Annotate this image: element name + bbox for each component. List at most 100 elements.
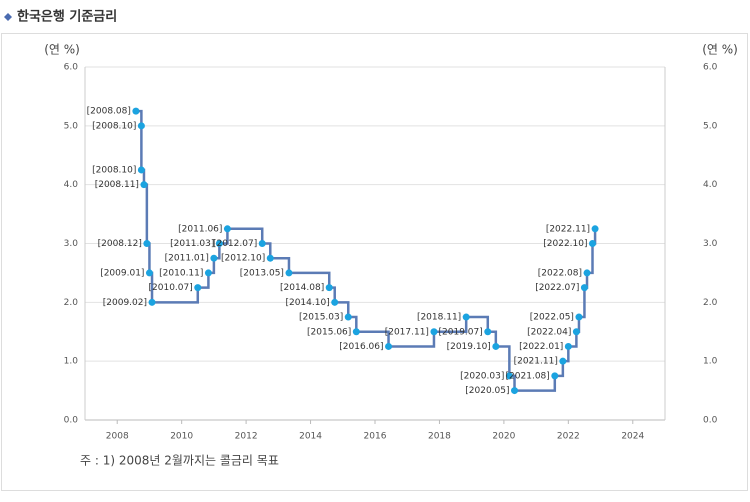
data-point [210, 254, 218, 262]
data-point [591, 225, 599, 233]
data-point [572, 328, 580, 336]
data-point [285, 269, 293, 277]
y-tick-label: 4.0 [64, 180, 79, 190]
data-point [580, 284, 588, 292]
y-tick-label: 3.0 [64, 239, 79, 249]
point-label: [2019.07] [439, 327, 483, 337]
data-point [266, 254, 274, 262]
y-tick-label: 5.0 [64, 121, 79, 131]
line-segment [587, 243, 594, 275]
line-segment [356, 330, 390, 347]
line-segment [146, 242, 151, 273]
chart-title: 한국은행 기준금리 [17, 9, 117, 25]
point-label: [2012.10] [221, 254, 265, 264]
y2-axis-label: (연 %) [702, 43, 738, 57]
footnote: 주 : 1) 2008년 2월까지는 콜금리 목표 [80, 454, 279, 468]
data-point [385, 342, 393, 350]
line-segment [388, 331, 436, 348]
point-label: [2019.10] [447, 342, 491, 352]
point-label: [2014.10] [285, 298, 329, 308]
line-segment [197, 272, 210, 289]
data-point [551, 372, 559, 380]
data-point [589, 240, 596, 247]
data-point [575, 313, 583, 321]
y-tick-label: 6.0 [64, 63, 79, 73]
y2-tick-label: 0.0 [703, 416, 718, 426]
point-label: [2022.05] [530, 313, 574, 323]
point-label: [2022.10] [543, 239, 587, 249]
x-tick-label: 2012 [235, 432, 258, 442]
point-label: [2011.03] [170, 239, 214, 249]
point-label: [2022.01] [519, 342, 563, 352]
line-segment [334, 301, 350, 318]
point-label: [2020.05] [465, 386, 509, 396]
line-segment [288, 271, 331, 288]
point-label: [2021.08] [506, 371, 550, 381]
data-point [559, 357, 567, 365]
y2-tick-label: 2.0 [703, 298, 718, 308]
data-point [331, 298, 339, 306]
point-label: [2018.11] [417, 313, 461, 323]
point-label: [2008.10] [92, 165, 136, 175]
point-label: [2022.11] [546, 224, 590, 234]
point-label: [2010.07] [149, 283, 193, 293]
data-point [352, 328, 360, 336]
data-point [223, 225, 231, 233]
point-label: [2017.11] [385, 327, 429, 337]
line-segment [152, 287, 200, 304]
y2-tick-label: 1.0 [703, 357, 718, 367]
point-label: [2008.11] [95, 180, 139, 190]
y-tick-label: 2.0 [64, 298, 79, 308]
point-label: [2012.07] [213, 239, 257, 249]
point-label: [2008.08] [87, 107, 131, 117]
line-segment [143, 183, 149, 244]
point-label: [2022.07] [535, 283, 579, 293]
y2-tick-label: 5.0 [703, 121, 718, 131]
point-label: [2015.03] [299, 313, 343, 323]
point-label: [2022.04] [527, 327, 571, 337]
y2-tick-label: 6.0 [703, 63, 718, 73]
data-point [564, 342, 572, 350]
data-point [430, 328, 438, 336]
point-label: [2021.11] [514, 357, 558, 367]
line-segment [495, 345, 511, 376]
x-tick-label: 2008 [106, 432, 129, 442]
line-segment [227, 227, 264, 244]
x-tick-label: 2024 [621, 432, 644, 442]
point-label: [2009.02] [103, 298, 147, 308]
y2-tick-label: 3.0 [703, 239, 718, 249]
data-point [258, 240, 266, 247]
data-point [204, 269, 212, 277]
x-tick-label: 2016 [364, 432, 387, 442]
x-tick-label: 2018 [428, 432, 451, 442]
data-point [492, 342, 500, 350]
point-label: [2008.10] [92, 121, 136, 131]
point-label: [2011.01] [165, 254, 209, 264]
y2-tick-label: 4.0 [703, 180, 718, 190]
data-point [140, 181, 148, 189]
data-point [137, 122, 145, 130]
data-point [344, 313, 352, 321]
point-label: [2013.05] [240, 268, 284, 278]
y-tick-label: 0.0 [64, 416, 79, 426]
data-point [511, 387, 519, 395]
line-segment [433, 317, 468, 333]
data-point [143, 240, 151, 247]
data-point [132, 107, 140, 115]
data-point [145, 269, 153, 277]
data-point [462, 313, 470, 321]
line-segment [466, 315, 490, 332]
point-label: [2020.03] [460, 371, 504, 381]
y-axis-label: (연 %) [44, 43, 80, 57]
point-label: [2010.11] [159, 268, 203, 278]
y-tick-label: 1.0 [64, 357, 79, 367]
point-label: [2022.08] [538, 268, 582, 278]
line-segment [514, 375, 557, 392]
x-tick-label: 2010 [170, 432, 193, 442]
title-bullet [4, 13, 12, 21]
x-tick-label: 2020 [492, 432, 515, 442]
line-segment [270, 256, 291, 273]
point-label: [2016.06] [339, 342, 383, 352]
data-point [194, 284, 202, 292]
